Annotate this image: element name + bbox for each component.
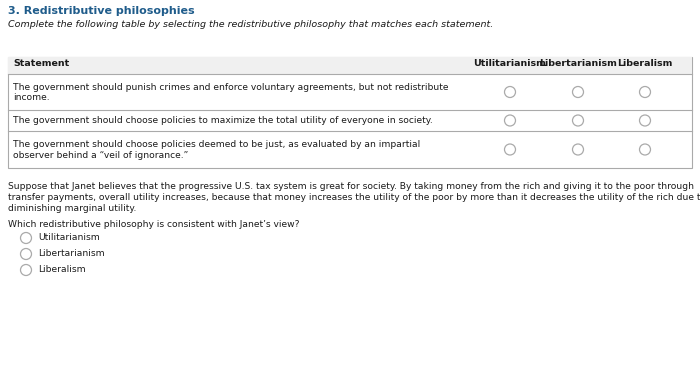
- Circle shape: [505, 86, 515, 98]
- Text: diminishing marginal utility.: diminishing marginal utility.: [8, 204, 136, 213]
- Circle shape: [20, 248, 32, 259]
- Text: Complete the following table by selecting the redistributive philosophy that mat: Complete the following table by selectin…: [8, 20, 493, 29]
- Text: The government should punish crimes and enforce voluntary agreements, but not re: The government should punish crimes and …: [13, 82, 449, 92]
- Text: observer behind a “veil of ignorance.”: observer behind a “veil of ignorance.”: [13, 151, 188, 159]
- Text: Statement: Statement: [13, 59, 69, 68]
- Text: The government should choose policies deemed to be just, as evaluated by an impa: The government should choose policies de…: [13, 140, 420, 149]
- Circle shape: [640, 115, 650, 126]
- Text: The government should choose policies to maximize the total utility of everyone : The government should choose policies to…: [13, 116, 433, 125]
- Circle shape: [640, 144, 650, 155]
- Circle shape: [573, 144, 584, 155]
- Text: Which redistributive philosophy is consistent with Janet’s view?: Which redistributive philosophy is consi…: [8, 220, 300, 229]
- Circle shape: [573, 86, 584, 98]
- Circle shape: [20, 233, 32, 244]
- Text: 3. Redistributive philosophies: 3. Redistributive philosophies: [8, 6, 195, 16]
- Text: transfer payments, overall utility increases, because that money increases the u: transfer payments, overall utility incre…: [8, 193, 700, 202]
- Text: Liberalism: Liberalism: [617, 59, 673, 68]
- Circle shape: [573, 115, 584, 126]
- Circle shape: [505, 115, 515, 126]
- Circle shape: [640, 86, 650, 98]
- Circle shape: [505, 144, 515, 155]
- Text: income.: income.: [13, 93, 50, 102]
- Bar: [8, 57, 692, 168]
- Circle shape: [20, 265, 32, 276]
- Bar: [8, 57, 692, 74]
- Text: Libertarianism: Libertarianism: [38, 248, 104, 258]
- Text: Suppose that Janet believes that the progressive U.S. tax system is great for so: Suppose that Janet believes that the pro…: [8, 182, 694, 191]
- Text: Libertarianism: Libertarianism: [539, 59, 617, 68]
- Text: Utilitarianism: Utilitarianism: [474, 59, 547, 68]
- Text: Utilitarianism: Utilitarianism: [38, 233, 99, 241]
- Text: Liberalism: Liberalism: [38, 265, 85, 273]
